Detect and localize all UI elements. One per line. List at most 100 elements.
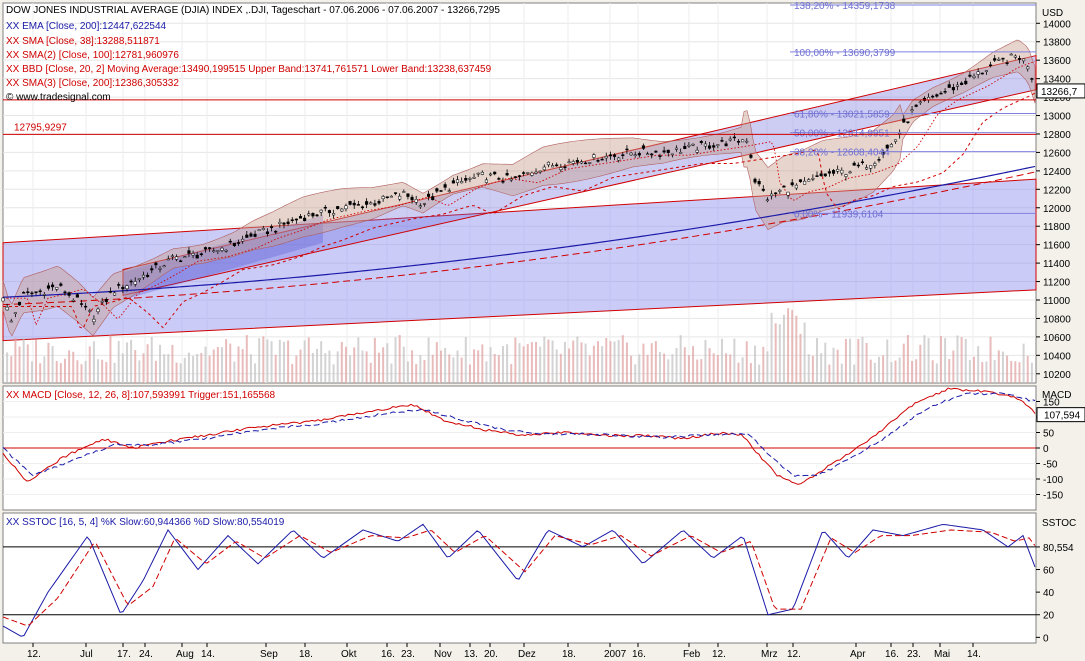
candle-body [604,156,608,159]
volume-bar [551,340,554,383]
volume-bar [675,348,678,383]
candle-body [972,75,976,78]
x-tick-label: Jul [80,649,93,660]
candle-body [22,292,26,294]
candle-body [699,141,703,143]
volume-bar [192,355,195,383]
volume-bar [150,337,153,383]
macd-line [2,387,1036,485]
volume-bar [762,346,765,383]
volume-bar [658,351,661,383]
candle-body [323,206,327,209]
candle-body [530,172,534,176]
candle-body [848,171,852,174]
candle-body [480,171,484,175]
candle-body [889,144,893,148]
sstoc-tick-label: 40 [1043,588,1055,599]
volume-bar [439,350,442,383]
candle-body [633,154,637,156]
volume-bar [35,339,38,383]
candle-body [385,196,389,199]
regression-channel-short [123,215,323,300]
volume-bar [311,352,314,383]
candle-body [443,184,447,188]
volume-bar [630,355,633,383]
volume-bar [877,356,880,383]
volume-bar [787,308,790,383]
candle-body [695,149,699,153]
volume-bar [254,363,257,383]
indicator-sma100: XX SMA(2) [Close, 100]:12781,960976 [6,50,179,61]
candle-body [877,159,881,161]
candle-body [629,152,633,156]
candle-body [774,192,778,194]
candle-body [265,231,269,235]
volume-bar [423,359,426,383]
horizontal-level-label: 12795,9297 [14,122,67,133]
x-tick-label: Mrz [761,649,778,660]
x-tick-label: Apr [850,649,866,660]
candle-body [947,84,951,88]
candle-body [249,233,253,237]
candle-body [571,161,575,164]
candle-body [716,144,720,146]
candle-body [757,181,761,185]
x-tick-label: 12. [712,649,726,660]
candle-body [121,286,125,290]
volume-bar [125,342,128,383]
x-tick-label: 12. [787,649,801,660]
volume-bar [733,338,736,383]
candle-body [422,203,427,205]
volume-bar [481,344,484,383]
sma38-line [3,60,1036,327]
chart-title: DOW JONES INDUSTRIAL AVERAGE (DJIA) INDE… [6,5,500,16]
candle-body [749,154,753,158]
volume-bar [584,343,587,383]
volume-bar [92,341,95,383]
fib-label: 100,00% - 13690,3799 [794,48,896,59]
candle-body [137,278,141,281]
candle-body [373,203,377,206]
volume-bar [167,353,170,383]
candle-body [129,280,133,283]
candle-body [860,161,865,163]
volume-bar [799,333,802,383]
volume-bar [349,355,352,383]
last-price-label: 13266,7 [1041,87,1078,98]
price-tick-label: 13600 [1043,56,1071,67]
volume-bar [844,338,847,383]
candle-body [381,196,385,199]
price-tick-label: 13000 [1043,112,1071,123]
candle-body [398,195,402,200]
candle-body [708,145,712,149]
candle-body [526,172,530,174]
price-tick-label: 12800 [1043,130,1071,141]
price-tick-label: 13400 [1043,75,1071,86]
candle-body [823,173,827,177]
volume-bar [2,356,4,383]
candle-body [365,201,369,205]
candle-body [100,300,104,303]
price-tick-label: 13800 [1043,38,1071,49]
volume-bar [452,357,455,383]
candle-body [166,258,170,261]
x-tick-label: 2007 [604,649,627,660]
volume-bar [708,348,711,383]
candle-body [360,206,365,209]
candle-body [807,179,811,182]
volume-bar [758,364,761,383]
price-tick-label: 11600 [1043,241,1071,252]
volume-bar [625,342,628,383]
volume-bar [51,346,54,383]
price-bands [2,39,1037,342]
candle-body [852,162,856,166]
volume-bar [204,346,207,383]
candle-body [662,150,666,153]
volume-bar [811,355,814,383]
indicator-ema200: XX EMA [Close, 200]:12447,622544 [6,21,167,32]
volume-bar [634,364,637,383]
volume-bar [171,344,174,383]
candle-body [509,178,513,181]
copyright-text: © www.tradesignal.com [6,92,111,103]
candle-body [939,92,943,95]
